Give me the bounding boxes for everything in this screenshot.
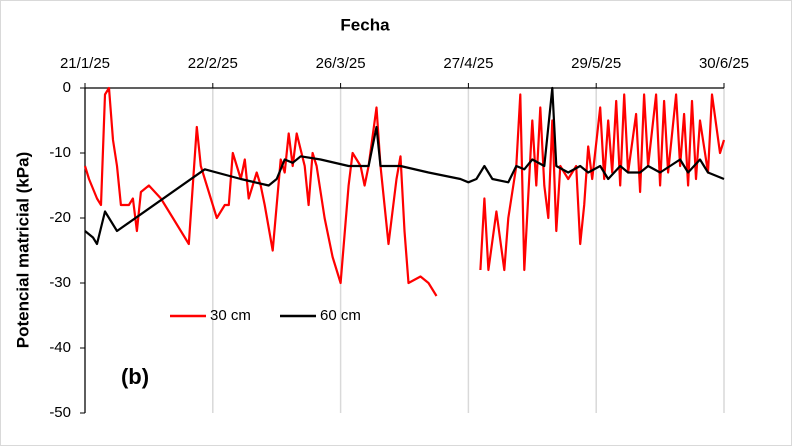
y-tick-label: -20 bbox=[49, 209, 71, 226]
x-tick-label: 29/5/25 bbox=[571, 55, 621, 72]
panel-label: (b) bbox=[121, 364, 149, 389]
y-axis-title: Potencial matricial (kPa) bbox=[13, 152, 32, 349]
x-tick-label: 27/4/25 bbox=[443, 55, 493, 72]
x-axis-title: Fecha bbox=[340, 15, 390, 34]
x-tick-label: 30/6/25 bbox=[699, 55, 749, 72]
y-tick-label: -40 bbox=[49, 339, 71, 356]
series-line bbox=[83, 86, 726, 297]
y-tick-label: -10 bbox=[49, 144, 71, 161]
y-tick-label: 0 bbox=[63, 79, 71, 96]
legend-label: 30 cm bbox=[210, 307, 251, 324]
x-tick-label: 21/1/25 bbox=[60, 55, 110, 72]
legend-label: 60 cm bbox=[320, 307, 361, 324]
series-line bbox=[84, 86, 725, 246]
y-tick-label: -50 bbox=[49, 404, 71, 421]
x-tick-label: 22/2/25 bbox=[188, 55, 238, 72]
y-tick-label: -30 bbox=[49, 274, 71, 291]
x-tick-label: 26/3/25 bbox=[316, 55, 366, 72]
